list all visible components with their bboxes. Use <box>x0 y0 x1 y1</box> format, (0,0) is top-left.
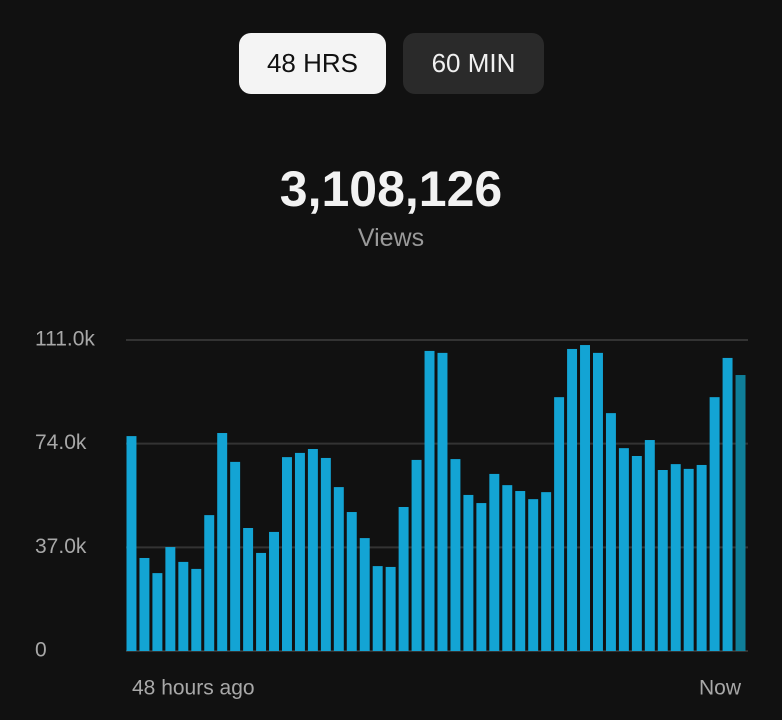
bar <box>217 433 228 651</box>
bar <box>204 515 215 651</box>
bar <box>735 375 746 651</box>
bar <box>683 468 694 651</box>
y-tick-label: 37.0k <box>35 535 87 558</box>
x-tick-label: 48 hours ago <box>132 677 255 700</box>
bar <box>502 485 513 651</box>
bar <box>269 531 279 651</box>
tab-button[interactable]: 48 HRS <box>239 33 386 94</box>
bar <box>605 413 616 651</box>
y-tick-label: 111.0k <box>35 328 95 351</box>
bar <box>515 491 526 651</box>
bar <box>593 352 603 651</box>
bar <box>463 494 474 651</box>
bar <box>294 452 305 651</box>
y-tick-label: 0 <box>35 639 47 662</box>
bar <box>243 528 254 651</box>
bar <box>424 350 435 651</box>
bar <box>320 457 331 651</box>
bar <box>554 397 565 651</box>
bar <box>307 448 318 651</box>
bar <box>437 352 448 651</box>
bar <box>191 568 202 651</box>
bar <box>528 499 539 651</box>
tab-button[interactable]: 60 MIN <box>403 33 544 94</box>
bar <box>126 436 137 651</box>
bar <box>709 397 720 651</box>
y-tick-label: 74.0k <box>35 431 87 454</box>
bar <box>722 357 733 651</box>
bar <box>139 557 150 651</box>
bar <box>618 448 629 651</box>
x-tick-label: Now <box>699 677 742 700</box>
bar <box>282 457 292 651</box>
bar <box>476 503 487 651</box>
total-views: 3,108,126 <box>279 161 503 217</box>
bar <box>541 492 552 651</box>
bar <box>178 561 189 651</box>
bar <box>489 473 500 651</box>
bar <box>411 459 422 651</box>
bar <box>670 464 681 651</box>
bar <box>450 459 461 651</box>
bar <box>657 470 668 651</box>
bar <box>230 461 241 651</box>
bar <box>152 573 163 651</box>
bar <box>333 487 344 651</box>
bar <box>256 552 267 651</box>
bar <box>580 345 590 651</box>
bar <box>644 440 655 651</box>
bar <box>567 348 578 651</box>
bar <box>398 506 409 651</box>
bar <box>165 547 176 651</box>
total-label: Views <box>357 224 425 252</box>
bar <box>346 512 357 651</box>
bar <box>359 538 370 651</box>
bar <box>372 566 383 651</box>
bar <box>385 566 396 651</box>
bar <box>631 455 642 651</box>
bar <box>696 464 707 651</box>
